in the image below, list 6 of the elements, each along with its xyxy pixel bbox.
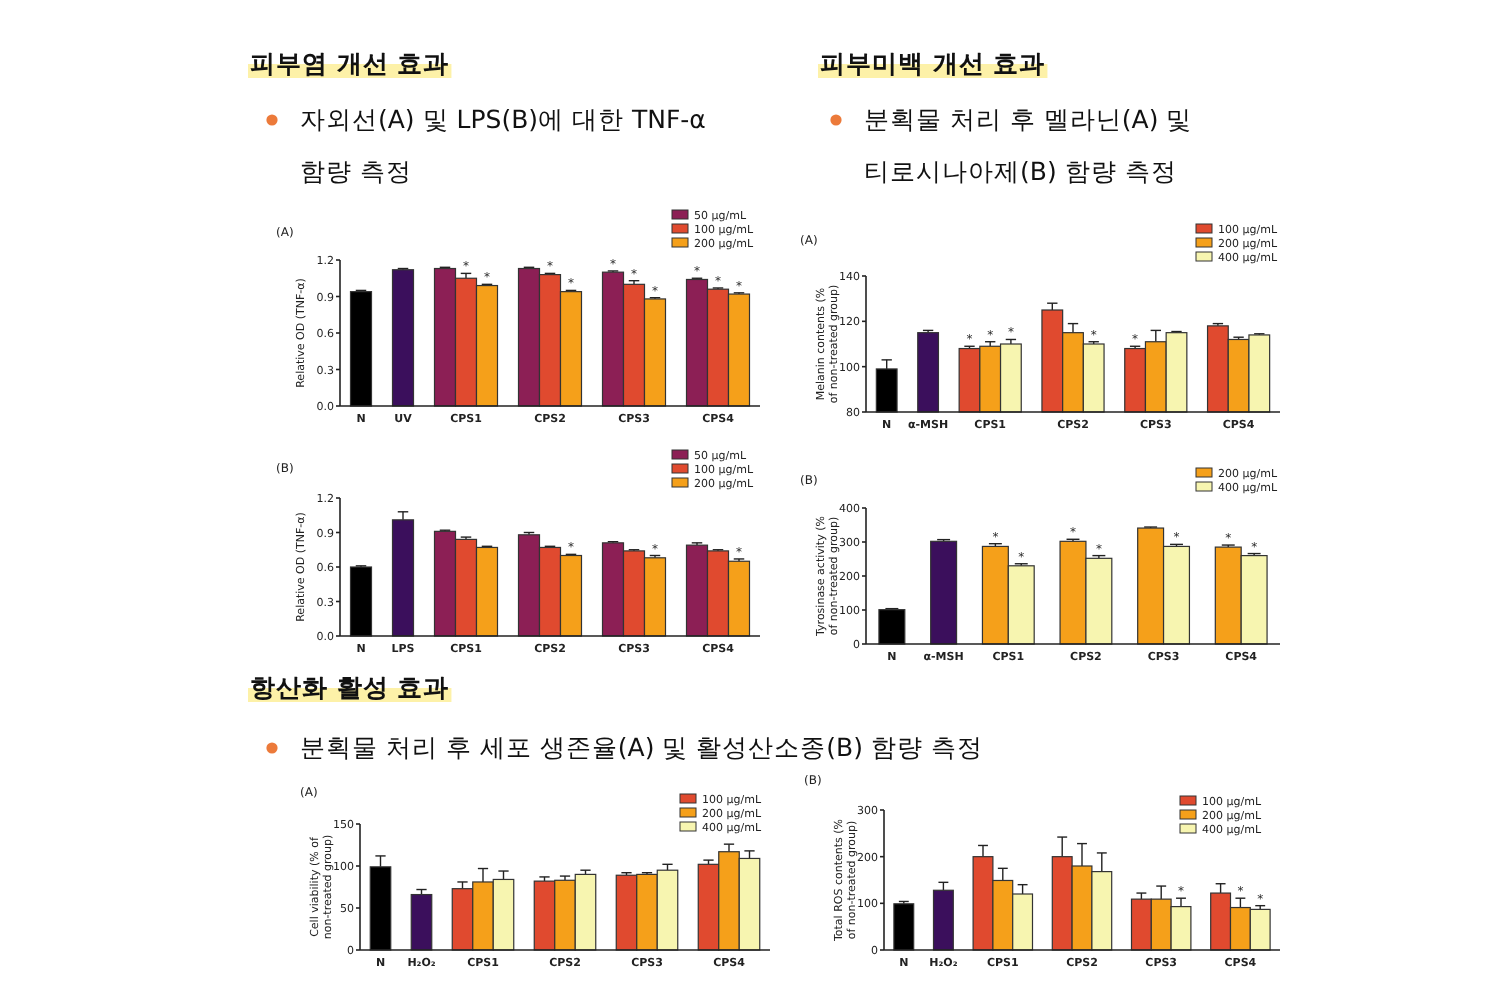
chart-title: 피부미백 개선 효과	[820, 48, 1046, 78]
chart-subtitle: 자외선(A) 및 LPS(B)에 대한 TNF-α 함량 측정	[300, 104, 706, 186]
chart-subtitle: 분획물 처리 후 멜라닌(A) 및 티로시나아제(B) 함량 측정	[864, 104, 1193, 186]
chart-title: 항산화 활성 효과	[250, 672, 450, 702]
chart-title: 피부염 개선 효과	[250, 48, 450, 78]
chart-subtitle: 분획물 처리 후 세포 생존율(A) 및 활성산소종(B) 함량 측정	[300, 732, 983, 762]
